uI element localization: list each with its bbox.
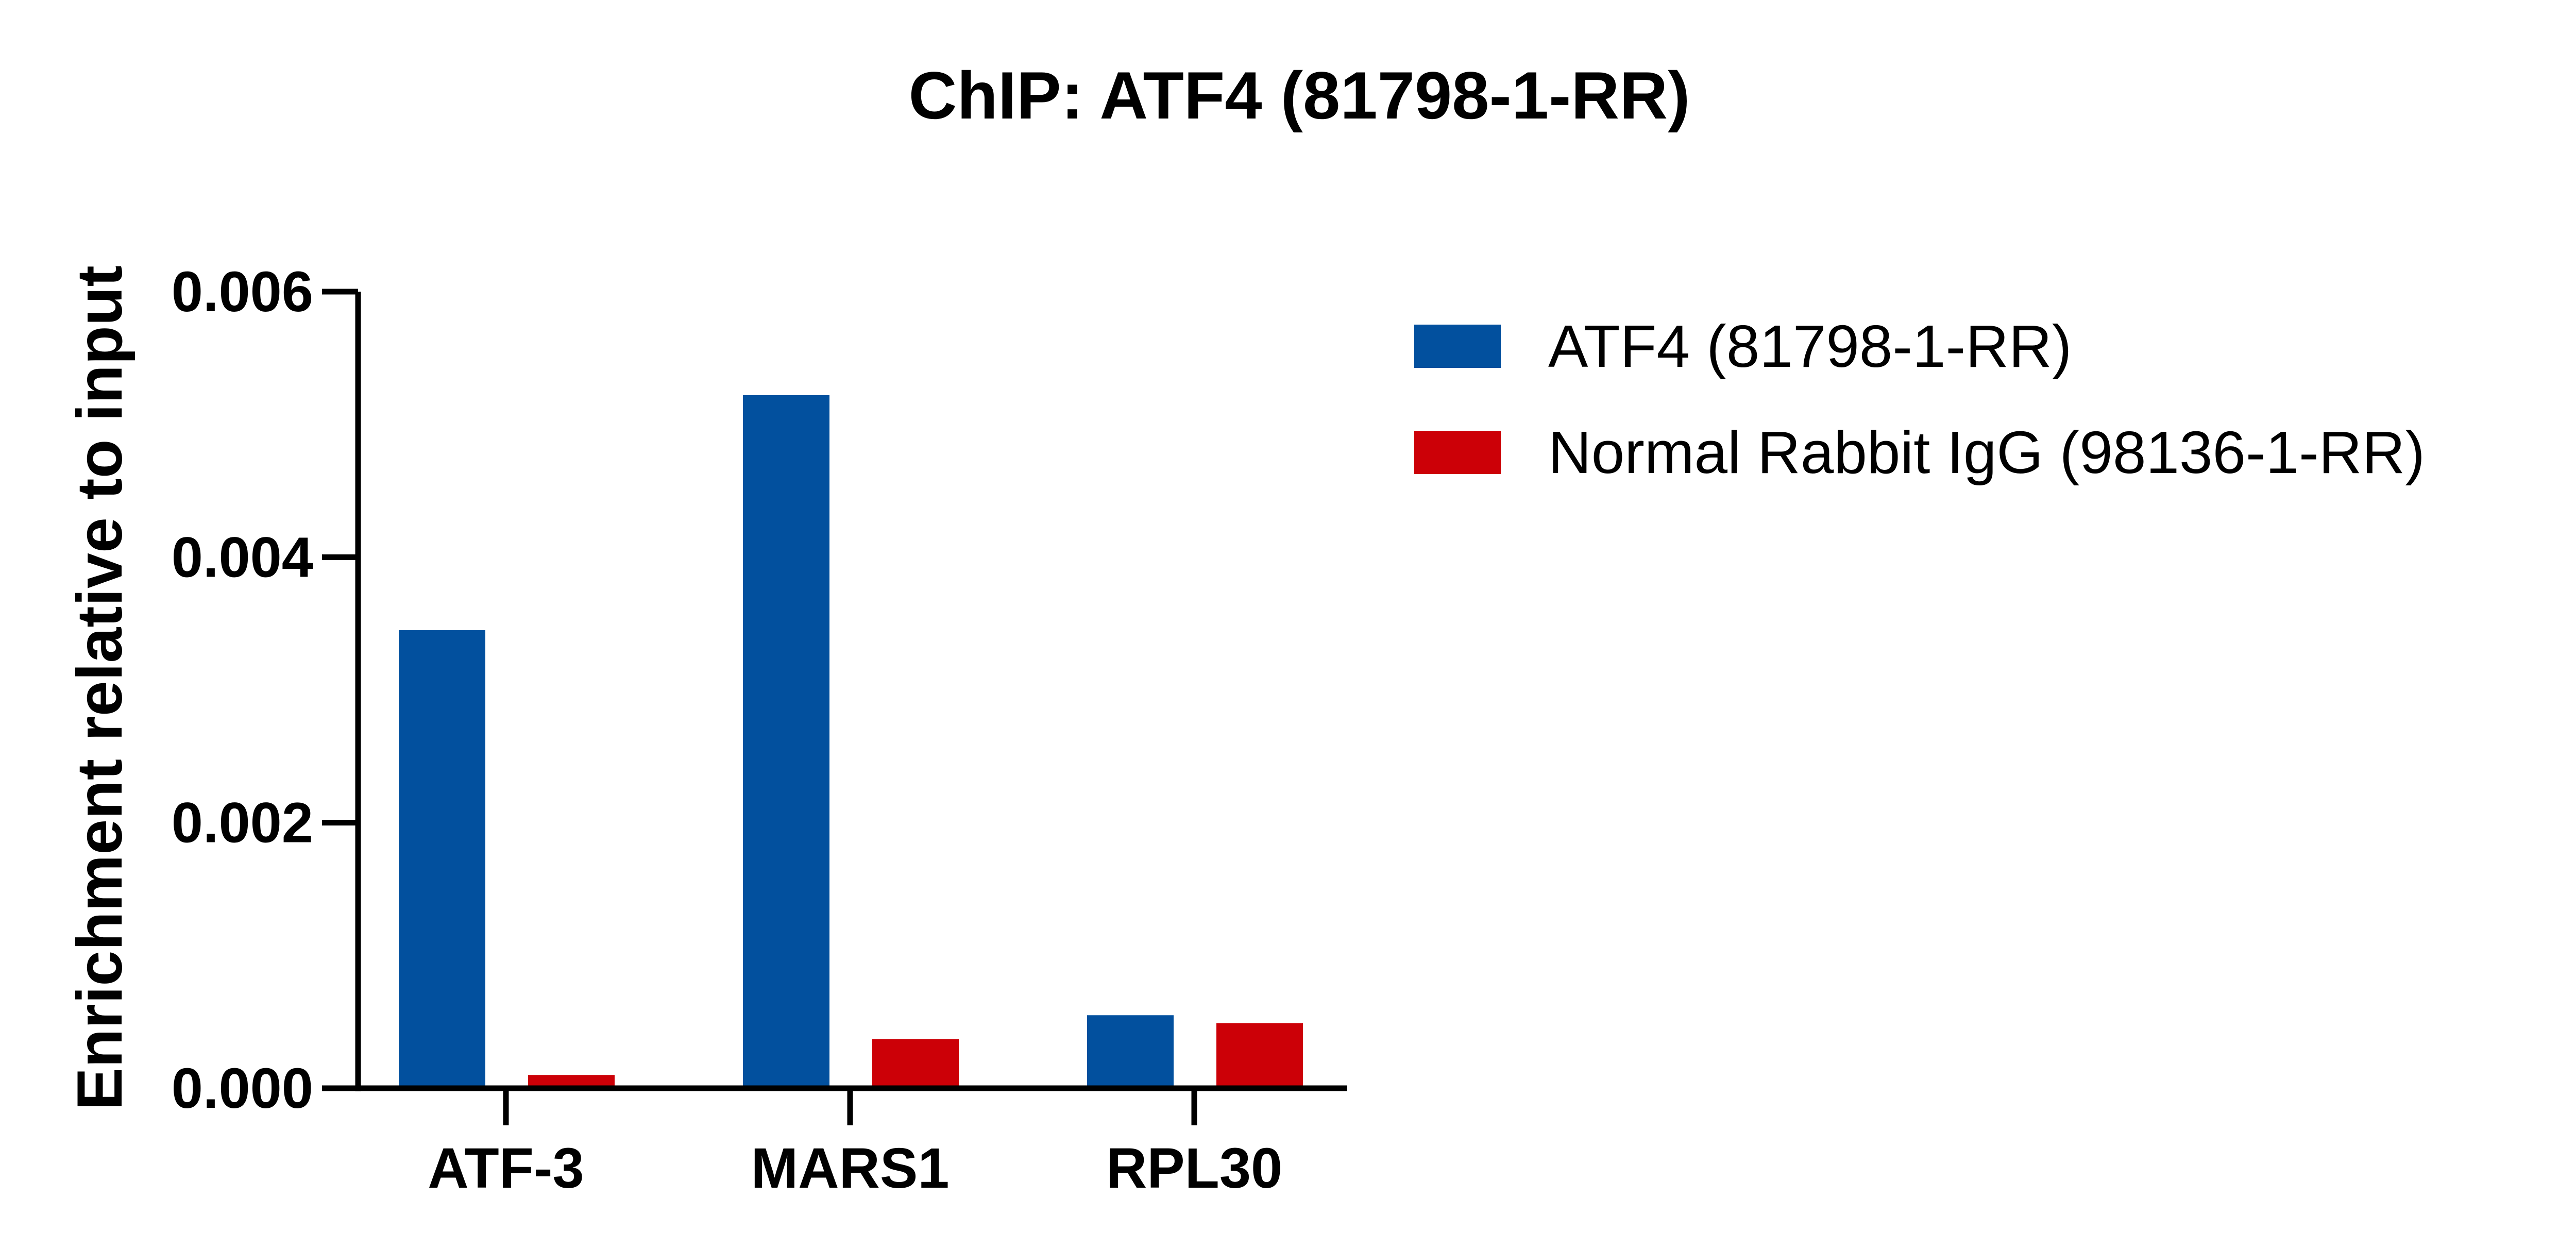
y-tick-label: 0.002 [172,791,313,855]
x-tick-label: MARS1 [751,1137,949,1200]
y-tick-label: 0.000 [172,1057,313,1120]
x-ticks-layer: ATF-3 MARS1 RPL30 [428,1088,1282,1200]
legend: ATF4 (81798-1-RR) Normal Rabbit IgG (9813… [1414,313,2425,486]
bar-atf4-mars1 [743,395,829,1088]
chart-title: ChIP: ATF4 (81798-1-RR) [909,58,1690,133]
legend-swatch-atf4 [1414,325,1501,368]
bar-atf4-atf-3 [399,630,485,1088]
bars-layer [399,395,1303,1088]
bar-igg-mars1 [872,1039,959,1088]
legend-swatch-igg [1414,431,1501,474]
y-tick-label: 0.006 [172,260,313,324]
y-axis-label: Enrichment relative to input [64,265,135,1110]
y-tick-label: 0.004 [172,526,313,589]
y-ticks-layer: 0.000 0.002 0.004 0.006 [172,260,358,1120]
legend-label-igg: Normal Rabbit IgG (98136-1-RR) [1548,419,2425,486]
x-tick-label: ATF-3 [428,1137,584,1200]
legend-label-atf4: ATF4 (81798-1-RR) [1548,313,2072,380]
bar-igg-rpl30 [1216,1023,1303,1088]
bar-atf4-rpl30 [1087,1015,1174,1088]
x-tick-label: RPL30 [1106,1137,1282,1200]
